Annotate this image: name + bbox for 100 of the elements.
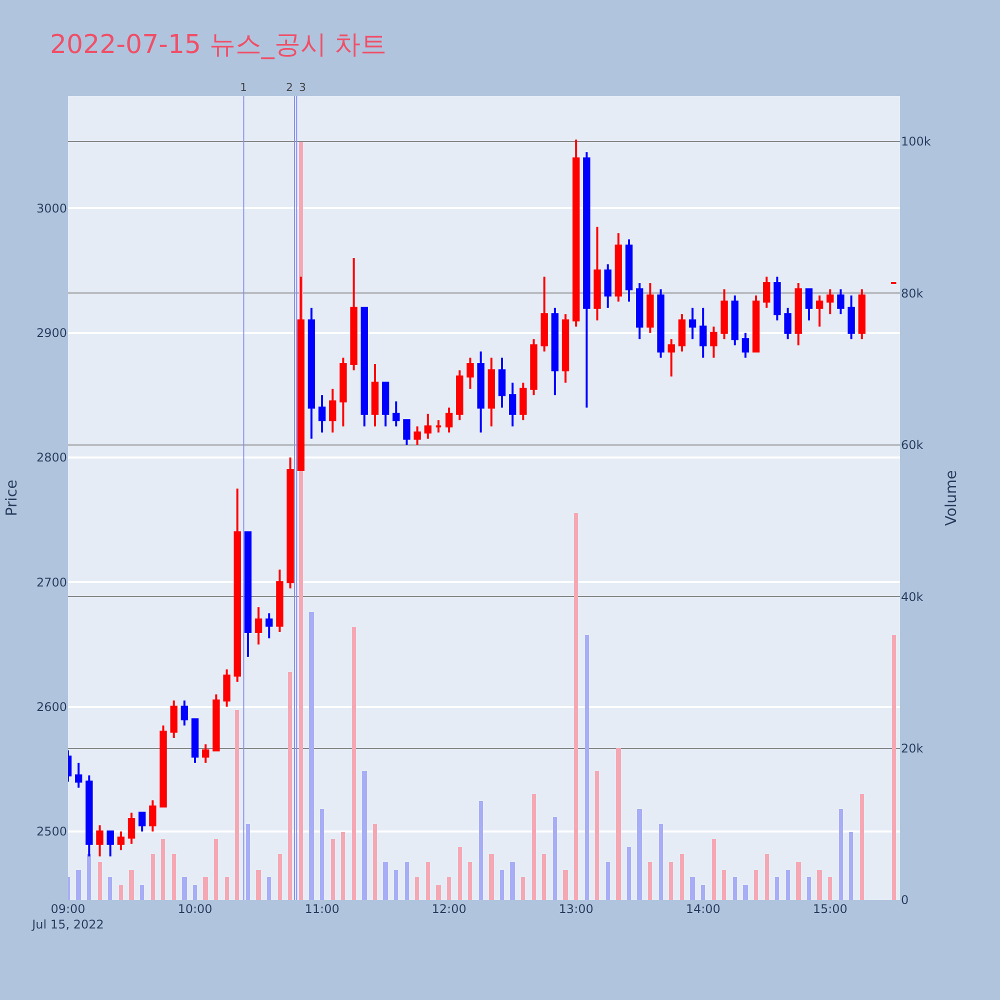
bar <box>468 862 472 900</box>
candlestick <box>848 294 855 340</box>
bar <box>161 839 165 900</box>
candlestick <box>466 356 474 390</box>
candlestick <box>826 288 834 316</box>
bar <box>574 513 578 900</box>
candlestick <box>138 812 146 832</box>
bar <box>775 877 779 900</box>
candlestick <box>752 294 760 353</box>
x-tick-label: 11:00 <box>304 902 340 916</box>
candlestick <box>403 419 410 446</box>
candlestick <box>180 700 188 726</box>
candlestick <box>360 306 368 428</box>
candlestick <box>794 282 802 346</box>
candlestick <box>774 276 781 322</box>
x-tick-label: 15:00 <box>812 902 848 916</box>
candlestick <box>837 288 844 316</box>
x-tick-label: 10:00 <box>178 902 212 916</box>
bar <box>807 877 811 900</box>
candlestick <box>678 313 686 353</box>
bar <box>246 824 250 900</box>
bar <box>521 877 525 900</box>
ref-line-label: 2 <box>286 81 293 94</box>
y2-tick-label: 80k <box>901 286 924 300</box>
candlestick <box>223 668 230 708</box>
candlestick <box>117 830 125 852</box>
bar <box>542 854 546 900</box>
candlestick <box>74 762 82 789</box>
bar <box>447 877 451 900</box>
candlestick <box>562 313 570 384</box>
bar <box>765 854 769 900</box>
candlestick <box>488 356 495 428</box>
bar <box>733 877 737 900</box>
candlestick <box>710 326 718 359</box>
bar <box>288 672 292 900</box>
y2-tick-label: 60k <box>901 438 924 452</box>
candlestick <box>212 693 220 752</box>
candlestick <box>308 306 316 440</box>
bar <box>606 862 610 900</box>
candlestick <box>530 338 538 396</box>
ref-line-label: 1 <box>240 81 247 94</box>
bar <box>405 862 409 900</box>
bar <box>743 885 748 900</box>
bar <box>680 854 684 900</box>
candlestick <box>329 388 336 434</box>
bar <box>436 885 441 900</box>
bar <box>426 862 430 900</box>
candlestick <box>805 288 813 322</box>
bar <box>172 854 176 900</box>
bar <box>108 877 112 900</box>
candlestick <box>583 151 590 409</box>
candlestick <box>636 282 644 340</box>
bar <box>637 809 642 900</box>
candlestick <box>266 612 273 640</box>
bar <box>278 854 282 900</box>
bar <box>722 870 726 900</box>
bar <box>479 801 483 900</box>
bar <box>659 824 663 900</box>
x-tick-label: 12:00 <box>432 902 466 916</box>
candlestick <box>286 456 294 590</box>
candlestick <box>350 257 358 372</box>
bar <box>331 839 335 900</box>
candlestick <box>508 382 516 428</box>
bar <box>532 794 536 900</box>
bar <box>373 824 377 900</box>
candlestick <box>720 288 728 340</box>
candlestick <box>858 288 866 340</box>
candlestick <box>688 306 696 340</box>
candlestick <box>202 743 210 764</box>
bar <box>892 635 896 900</box>
candlestick <box>477 350 484 434</box>
candlestick <box>668 338 675 378</box>
candlestick <box>424 412 432 440</box>
bar <box>256 870 261 900</box>
candlestick <box>731 294 738 346</box>
y2-axis-title: Volume <box>942 470 960 526</box>
candlestick <box>742 332 750 359</box>
bar <box>235 710 239 900</box>
bar <box>309 612 314 900</box>
bar <box>500 870 504 900</box>
bar <box>203 877 208 900</box>
y2-tick-label: 100k <box>901 134 931 149</box>
candlestick <box>657 288 664 359</box>
bar <box>87 854 91 900</box>
bar <box>712 839 716 900</box>
bar <box>193 885 197 900</box>
candlestick <box>520 382 527 422</box>
candlestick <box>700 306 707 359</box>
candlestick <box>234 488 241 683</box>
candlestick <box>382 382 390 428</box>
bar <box>510 862 515 900</box>
candlestick <box>371 363 379 428</box>
bar <box>690 877 695 900</box>
bar <box>828 877 832 900</box>
bar <box>267 877 271 900</box>
candlestick <box>297 276 304 471</box>
y-tick-label: 2800 <box>36 450 67 465</box>
bar <box>182 877 187 900</box>
candlestick <box>604 263 612 309</box>
bar <box>627 847 631 900</box>
